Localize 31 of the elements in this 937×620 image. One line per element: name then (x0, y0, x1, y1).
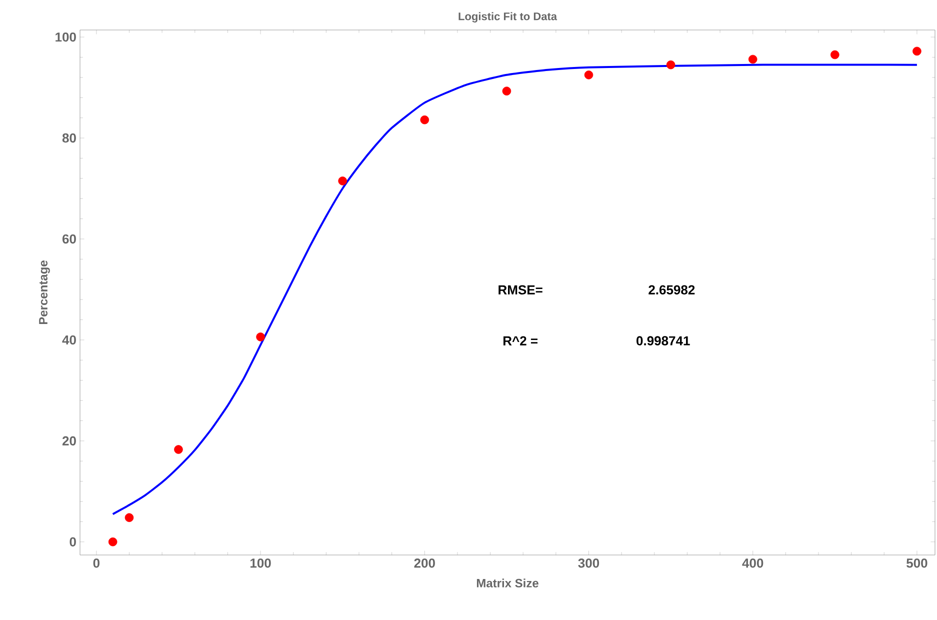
point (584, 70, 594, 80)
point (830, 50, 840, 60)
y-tick-label: 0 (70, 537, 76, 546)
y-tick-label: 20 (62, 436, 76, 446)
x-tick-label: 100 (250, 558, 271, 568)
annotation: 0.998741 (636, 336, 690, 346)
point (502, 86, 512, 96)
chart-title: Logistic Fit to Data (458, 12, 558, 22)
y-tick-label: 100 (56, 32, 76, 42)
x-tick-label: 200 (414, 558, 435, 568)
y-tick-label: 60 (62, 234, 76, 244)
x-axis-title: Matrix Size (476, 578, 538, 588)
point (912, 46, 922, 56)
point (666, 60, 676, 70)
x-tick-label: 300 (578, 558, 600, 568)
point (748, 54, 758, 64)
y-axis-title: Percentage (39, 260, 50, 324)
point (174, 445, 183, 454)
point (256, 332, 265, 342)
x-tick-label: 0 (93, 558, 100, 568)
x-tick-label: 500 (906, 558, 928, 568)
y-tick-label: 40 (62, 335, 76, 345)
annotation: RMSE= (498, 285, 542, 294)
point (124, 513, 134, 522)
point (420, 115, 430, 124)
x-tick-label: 400 (742, 558, 764, 568)
point (338, 176, 347, 186)
annotation: R^2 = (503, 336, 538, 346)
annotation: 2.65982 (648, 285, 695, 294)
point (108, 537, 118, 546)
y-tick-label: 80 (62, 133, 76, 143)
